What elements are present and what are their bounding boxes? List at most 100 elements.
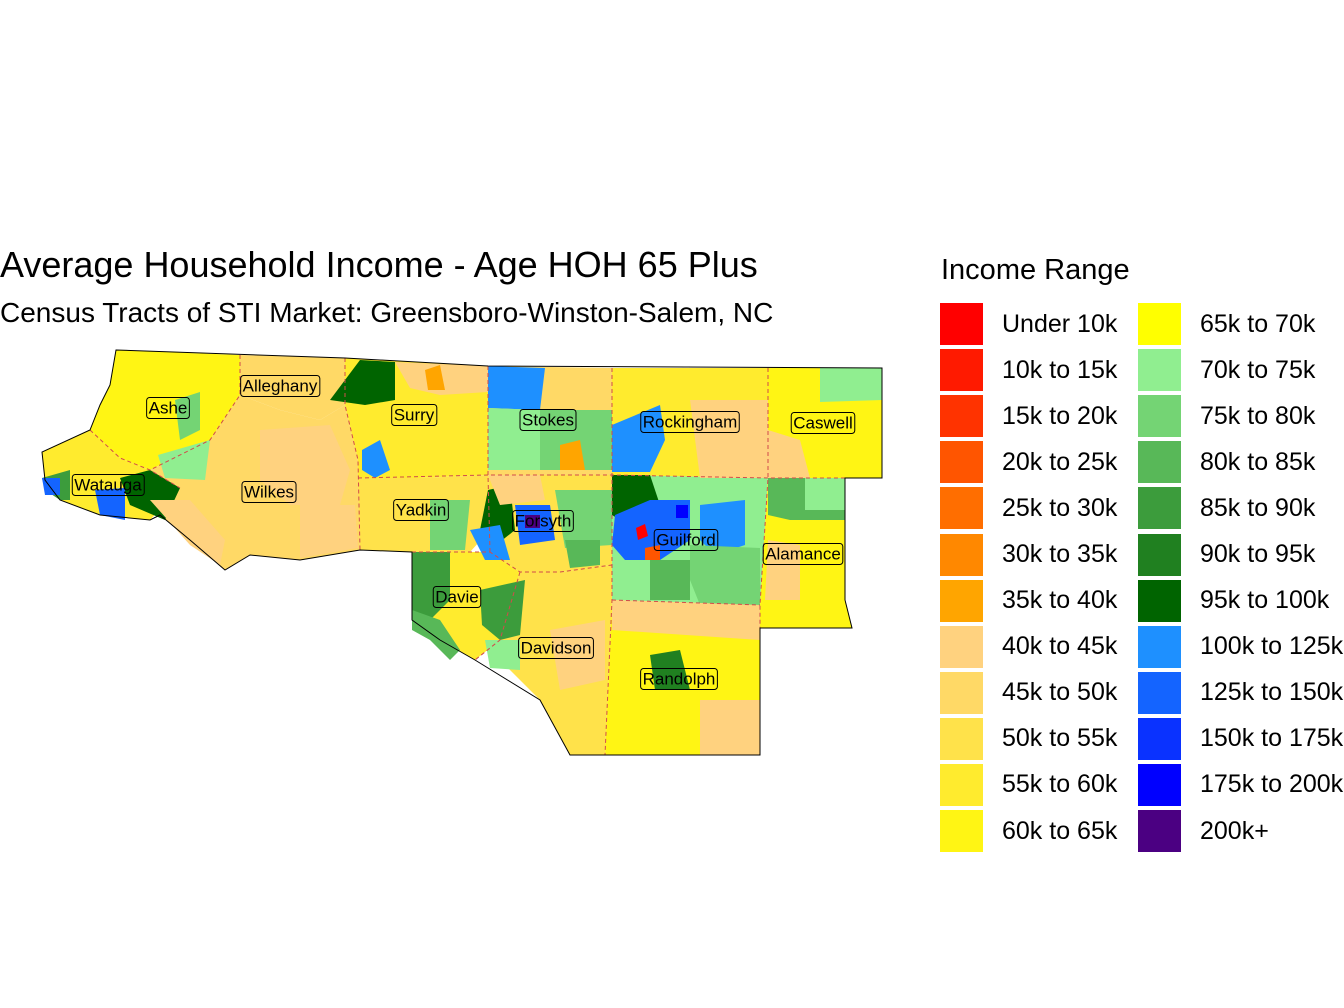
legend-columns: Under 10k 10k to 15k 15k to 20k 20k to 25k 2… — [940, 301, 1343, 854]
legend-item: 150k to 175k — [1138, 716, 1343, 762]
county-label-box — [391, 403, 438, 426]
county-label-box — [640, 667, 718, 690]
legend-label: 150k to 175k — [1200, 724, 1344, 753]
legend-swatch — [940, 579, 983, 622]
county-label: Randolph — [643, 669, 716, 688]
legend-label: 70k to 75k — [1200, 355, 1316, 384]
legend-label: 20k to 25k — [1002, 447, 1118, 476]
legend-item: 75k to 80k — [1138, 393, 1336, 439]
legend-item: 95k to 100k — [1138, 578, 1336, 624]
legend-swatch — [1138, 810, 1181, 853]
legend-label: 125k to 150k — [1200, 678, 1344, 707]
legend-item: 35k to 40k — [940, 578, 1138, 624]
legend-item: 80k to 85k — [1138, 439, 1336, 485]
county-borders — [89, 355, 845, 756]
county-label-box — [512, 509, 574, 532]
legend-label: 35k to 40k — [1002, 586, 1118, 615]
county-label: Alamance — [765, 544, 841, 563]
county-label-box — [432, 585, 482, 608]
county-label-box — [240, 374, 321, 397]
county-label: Guilford — [656, 530, 716, 549]
legend-swatch — [940, 625, 983, 668]
legend-swatch — [1138, 395, 1181, 438]
legend-swatch — [1138, 717, 1181, 760]
legend-label: 15k to 20k — [1002, 401, 1118, 430]
legend-item: 65k to 70k — [1138, 301, 1336, 347]
legend-item: 90k to 95k — [1138, 531, 1336, 577]
legend-swatch — [1138, 303, 1181, 346]
legend-column: Under 10k 10k to 15k 15k to 20k 20k to 25k 2… — [940, 301, 1138, 854]
market-outline — [41, 349, 883, 756]
county-label-box — [762, 542, 844, 565]
legend-swatch — [940, 533, 983, 576]
legend-label: 90k to 95k — [1200, 540, 1316, 569]
legend-item: 30k to 35k — [940, 531, 1138, 577]
legend-swatch — [940, 395, 983, 438]
county-label-box — [71, 473, 145, 496]
county-label: Watauga — [74, 475, 142, 494]
legend-swatch — [940, 810, 983, 853]
legend-label: 75k to 80k — [1200, 401, 1316, 430]
legend-label: 60k to 65k — [1002, 816, 1118, 845]
legend-label: 25k to 30k — [1002, 493, 1118, 522]
county-label-box — [790, 411, 856, 434]
legend-item: 100k to 125k — [1138, 624, 1343, 670]
legend-label: 95k to 100k — [1200, 586, 1330, 615]
county-label: Davie — [435, 587, 478, 606]
county-label: Davidson — [521, 638, 592, 657]
legend-swatch — [940, 487, 983, 530]
legend-label: 100k to 125k — [1200, 632, 1344, 661]
legend-item: 10k to 15k — [940, 347, 1138, 393]
legend-swatch — [940, 717, 983, 760]
county-label: Stokes — [522, 410, 574, 429]
county-label: Caswell — [793, 413, 853, 432]
county-region-ashe — [90, 350, 240, 470]
legend-item: 55k to 60k — [940, 762, 1138, 808]
county-label: Ashe — [149, 398, 188, 417]
county-region-alleghany — [240, 355, 345, 420]
legend-label: 10k to 15k — [1002, 355, 1118, 384]
county-label: Wilkes — [244, 482, 294, 501]
county-label: Forsyth — [515, 511, 572, 530]
legend-swatch — [940, 349, 983, 392]
legend-swatch — [1138, 763, 1181, 806]
legend-swatch — [1138, 579, 1181, 622]
legend-item: 70k to 75k — [1138, 347, 1336, 393]
legend-label: 85k to 90k — [1200, 493, 1316, 522]
legend-item: 85k to 90k — [1138, 485, 1336, 531]
legend-item: 50k to 55k — [940, 716, 1138, 762]
legend-label: 55k to 60k — [1002, 770, 1118, 799]
legend-label: 175k to 200k — [1200, 770, 1344, 799]
legend-swatch — [940, 441, 983, 484]
legend-item: 20k to 25k — [940, 439, 1138, 485]
legend-swatch — [940, 303, 983, 346]
county-label-box — [241, 480, 297, 503]
legend-item: 200k+ — [1138, 808, 1336, 854]
county-label-box — [653, 528, 719, 551]
legend-label: 40k to 45k — [1002, 632, 1118, 661]
county-label: Yadkin — [396, 500, 447, 519]
legend-column: 65k to 70k 70k to 75k 75k to 80k 80k to 85k… — [1138, 301, 1343, 854]
legend: Income Range Under 10k 10k to 15k 15k to 2… — [940, 254, 1343, 854]
legend-title: Income Range — [941, 254, 1130, 286]
legend-swatch — [1138, 671, 1181, 714]
legend-label: Under 10k — [1002, 309, 1118, 338]
legend-swatch — [1138, 625, 1181, 668]
county-label-box — [640, 410, 740, 433]
legend-label: 50k to 55k — [1002, 724, 1118, 753]
county-label: Alleghany — [243, 376, 318, 395]
legend-swatch — [1138, 441, 1181, 484]
county-label-box — [393, 498, 449, 521]
legend-label: 65k to 70k — [1200, 309, 1316, 338]
county-label: Rockingham — [643, 412, 738, 431]
map-subtitle: Census Tracts of STI Market: Greensboro-… — [0, 297, 774, 328]
legend-item: 60k to 65k — [940, 808, 1138, 854]
legend-swatch — [1138, 349, 1181, 392]
county-label: Surry — [394, 405, 435, 424]
county-labels: Ashe Alleghany Surry Stokes Rockingham Caswel… — [71, 374, 856, 690]
legend-item: 175k to 200k — [1138, 762, 1343, 808]
legend-item: 125k to 150k — [1138, 670, 1343, 716]
legend-label: 30k to 35k — [1002, 540, 1118, 569]
legend-label: 80k to 85k — [1200, 447, 1316, 476]
